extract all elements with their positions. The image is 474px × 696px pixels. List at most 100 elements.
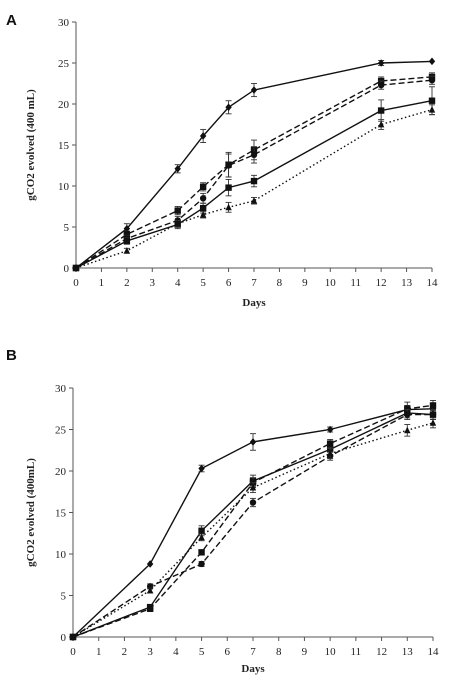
panel-b-series-5-line: [72, 422, 434, 638]
panel-b-data-point: [326, 449, 334, 457]
panel-a-letter: A: [6, 12, 17, 29]
panel-a-data-point: [123, 224, 131, 233]
panel-b-data-point: [249, 499, 257, 506]
panel-b-y-axis-title: gCO2 evolved (400mL): [25, 458, 37, 567]
panel-a-series-1-line: [75, 60, 433, 269]
panel-b-x-tick-label: 2: [122, 646, 128, 658]
panel-a-data-point: [428, 77, 436, 84]
panel-a-y-tick-label: 30: [58, 17, 70, 29]
panel-a-data-point: [199, 211, 207, 218]
panel-a-x-tick-label: 13: [401, 277, 413, 289]
panel-a-x-tick-label: 6: [226, 277, 232, 289]
panel-a-x-tick-label: 9: [302, 277, 308, 289]
panel-a-data-point: [199, 204, 207, 212]
panel-a-data-point: [250, 151, 258, 159]
panel-a-data-point: [428, 57, 436, 66]
panel-a-data-point: [123, 247, 131, 254]
panel-b-data-point: [326, 425, 334, 434]
panel-a-data-point: [225, 162, 232, 169]
panel-a-y-tick-label: 0: [64, 263, 70, 275]
panel-b-data-point: [404, 426, 411, 434]
panel-b-x-tick-label: 9: [302, 646, 308, 658]
panel-a-x-tick-label: 3: [150, 277, 156, 289]
panel-b-data-point: [249, 438, 257, 446]
panel-a-data-point: [174, 164, 181, 173]
panel-a-x-tick-label: 12: [376, 277, 387, 289]
panel-a-data-point: [377, 59, 385, 67]
panel-b-y-tick-label: 15: [55, 508, 67, 520]
panel-b-data-point: [198, 533, 205, 541]
panel-a-data-point: [377, 120, 385, 128]
panel-b-x-tick-label: 1: [96, 646, 102, 658]
panel-b-data-point: [146, 605, 154, 612]
panel-a-y-axis-title: gCO2 evolved (400 mL): [25, 89, 37, 201]
panel-b-data-point: [429, 419, 437, 426]
panel-a-series-2-line: [75, 76, 433, 269]
panel-a-data-point: [377, 107, 385, 114]
panel-b-y-tick-label: 30: [55, 383, 67, 395]
panel-a-y-tick-label: 15: [58, 140, 70, 152]
panel-b-x-tick-label: 0: [70, 646, 76, 658]
panel-a-data-point: [250, 86, 258, 94]
panel-a-y-tick-label: 5: [64, 222, 70, 234]
panel-b-data-point: [429, 402, 437, 409]
panel-a-x-tick-label: 7: [251, 277, 257, 289]
panel-a-y-tick-label: 25: [58, 58, 70, 70]
panel-b-y-tick-label: 5: [61, 591, 67, 603]
panel-a-y-tick-label: 20: [58, 99, 70, 111]
panel-b-x-tick-label: 13: [402, 646, 414, 658]
panel-b-data-point: [326, 440, 334, 447]
panel-a-data-point: [199, 132, 207, 140]
panel-b-data-point: [404, 405, 411, 412]
panel-b-x-tick-label: 10: [325, 646, 337, 658]
panel-b-x-tick-label: 6: [225, 646, 231, 658]
panel-a-data-point: [428, 106, 436, 113]
panel-b-data-point: [249, 483, 257, 491]
panel-b-letter: B: [6, 347, 17, 364]
panel-b-data-point: [146, 560, 154, 568]
panel-b-data-point: [429, 411, 437, 418]
panel-b-data-point: [198, 549, 205, 556]
panel-a-x-tick-label: 14: [427, 277, 439, 289]
panel-b-x-tick-label: 4: [173, 646, 179, 658]
panel-a-x-tick-label: 1: [99, 277, 105, 289]
panel-a-data-point: [250, 197, 258, 204]
panel-b-x-tick-label: 11: [351, 646, 362, 658]
panel-a-data-point: [377, 81, 385, 89]
panel-a-series-3-line: [75, 79, 433, 269]
panel-a-x-tick-label: 0: [73, 277, 79, 289]
panel-a-series-4: [72, 86, 436, 272]
panel-b-y-tick-label: 0: [61, 632, 67, 644]
panel-a-data-point: [199, 195, 207, 202]
panel-a-x-tick-label: 4: [175, 277, 181, 289]
panel-a-x-tick-label: 2: [124, 277, 130, 289]
panel-b-y-tick-label: 20: [55, 466, 67, 478]
panel-a-data-point: [250, 177, 258, 185]
panel-a-data-point: [428, 97, 436, 104]
panel-a-data-point: [225, 203, 232, 211]
panel-b-x-tick-label: 14: [428, 646, 440, 658]
panel-a-data-point: [225, 103, 232, 112]
panel-a-data-point: [225, 184, 232, 191]
panel-a-data-point: [123, 231, 131, 238]
panel-a-y-tick-label: 10: [58, 181, 70, 193]
panel-b-x-axis-title: Days: [241, 663, 265, 675]
panel-b-x-tick-label: 3: [147, 646, 153, 658]
panel-a-series-4-line: [75, 100, 433, 269]
panel-a-x-tick-label: 10: [325, 277, 337, 289]
panel-b-x-tick-label: 5: [199, 646, 205, 658]
panel-b-x-tick-label: 7: [250, 646, 256, 658]
panel-a-x-tick-label: 5: [200, 277, 206, 289]
panel-b-y-tick-label: 25: [55, 425, 67, 437]
panel-b-data-point: [198, 527, 205, 534]
panel-a-data-point: [174, 207, 181, 214]
panel-b-y-tick-label: 10: [55, 549, 67, 561]
panel-a-x-tick-label: 8: [277, 277, 283, 289]
panel-b-data-point: [404, 411, 411, 418]
panel-b-data-point: [198, 560, 205, 568]
panel-b-x-tick-label: 12: [376, 646, 387, 658]
panel-b-series-5: [69, 417, 437, 640]
